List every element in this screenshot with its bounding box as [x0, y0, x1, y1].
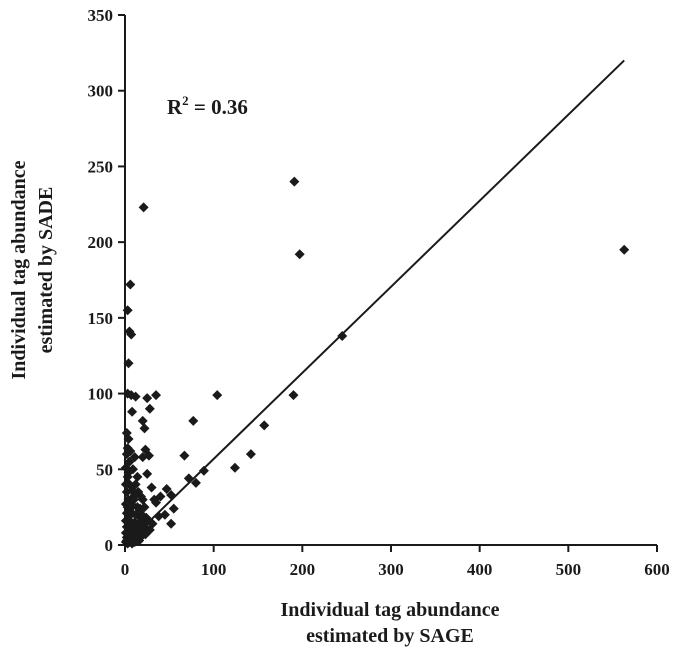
- data-point: [129, 452, 140, 463]
- data-point: [131, 520, 142, 531]
- data-point: [142, 393, 153, 404]
- data-point: [123, 467, 134, 478]
- y-tick-label: 300: [88, 82, 114, 101]
- data-point: [132, 471, 143, 482]
- x-tick-label: 0: [121, 560, 130, 579]
- data-point: [142, 468, 153, 479]
- data-point: [122, 305, 133, 316]
- data-point: [144, 403, 155, 414]
- data-point: [146, 482, 157, 493]
- x-tick-label: 300: [378, 560, 404, 579]
- y-tick-label: 350: [88, 6, 114, 25]
- data-point: [127, 464, 138, 475]
- y-tick-label: 0: [105, 536, 114, 555]
- data-point: [179, 450, 190, 461]
- data-point: [134, 506, 145, 517]
- data-point: [130, 391, 141, 402]
- y-tick-label: 50: [96, 460, 113, 479]
- data-point: [139, 423, 150, 434]
- data-point: [137, 494, 148, 505]
- data-point: [259, 420, 270, 431]
- data-point: [289, 176, 300, 187]
- data-point: [183, 473, 194, 484]
- data-point: [123, 358, 134, 369]
- data-point: [138, 202, 149, 213]
- data-point: [337, 331, 348, 342]
- data-point: [127, 485, 138, 496]
- y-axis-label-line1: Individual tag abundance: [8, 160, 30, 379]
- x-tick-label: 100: [201, 560, 227, 579]
- data-point: [143, 450, 154, 461]
- x-tick-label: 400: [467, 560, 493, 579]
- data-points: [120, 176, 630, 549]
- data-point: [190, 477, 201, 488]
- x-tick-label: 500: [556, 560, 582, 579]
- y-tick-label: 200: [88, 233, 114, 252]
- x-tick-label: 200: [290, 560, 316, 579]
- data-point: [619, 244, 630, 255]
- data-point: [140, 529, 151, 540]
- data-point: [126, 329, 137, 340]
- trendline: [124, 59, 625, 546]
- data-point: [245, 449, 256, 460]
- data-point: [166, 490, 177, 501]
- data-point: [153, 511, 164, 522]
- data-point: [137, 415, 148, 426]
- data-point: [121, 449, 132, 460]
- data-point: [143, 515, 154, 526]
- data-point: [127, 406, 138, 417]
- x-axis-label-line1: Individual tag abundance: [281, 599, 500, 621]
- data-point: [198, 465, 209, 476]
- data-point: [151, 390, 162, 401]
- data-point: [125, 446, 136, 457]
- y-axis-label-line2: estimated by SADE: [35, 187, 57, 354]
- y-tick-label: 250: [88, 157, 114, 176]
- data-point: [166, 518, 177, 529]
- data-point: [129, 536, 140, 547]
- r-squared-annotation: R2 = 0.36: [167, 93, 248, 119]
- data-point: [229, 462, 240, 473]
- x-tick-label: 600: [644, 560, 670, 579]
- axis-ticks: 0 50 100 150 200 250 300 350 0 100 200 300 400 500 600: [88, 6, 670, 579]
- data-point: [139, 502, 150, 513]
- data-point: [161, 483, 172, 494]
- data-point: [123, 434, 134, 444]
- data-point: [294, 249, 305, 260]
- data-point: [125, 279, 136, 290]
- data-point: [141, 523, 152, 534]
- data-point: [151, 497, 162, 508]
- y-tick-label: 100: [88, 385, 114, 404]
- data-point: [168, 503, 179, 514]
- data-point: [188, 415, 199, 426]
- x-axis-label-line2: estimated by SAGE: [306, 625, 474, 647]
- data-point: [288, 390, 299, 401]
- y-tick-label: 150: [88, 309, 114, 328]
- data-point: [212, 390, 223, 401]
